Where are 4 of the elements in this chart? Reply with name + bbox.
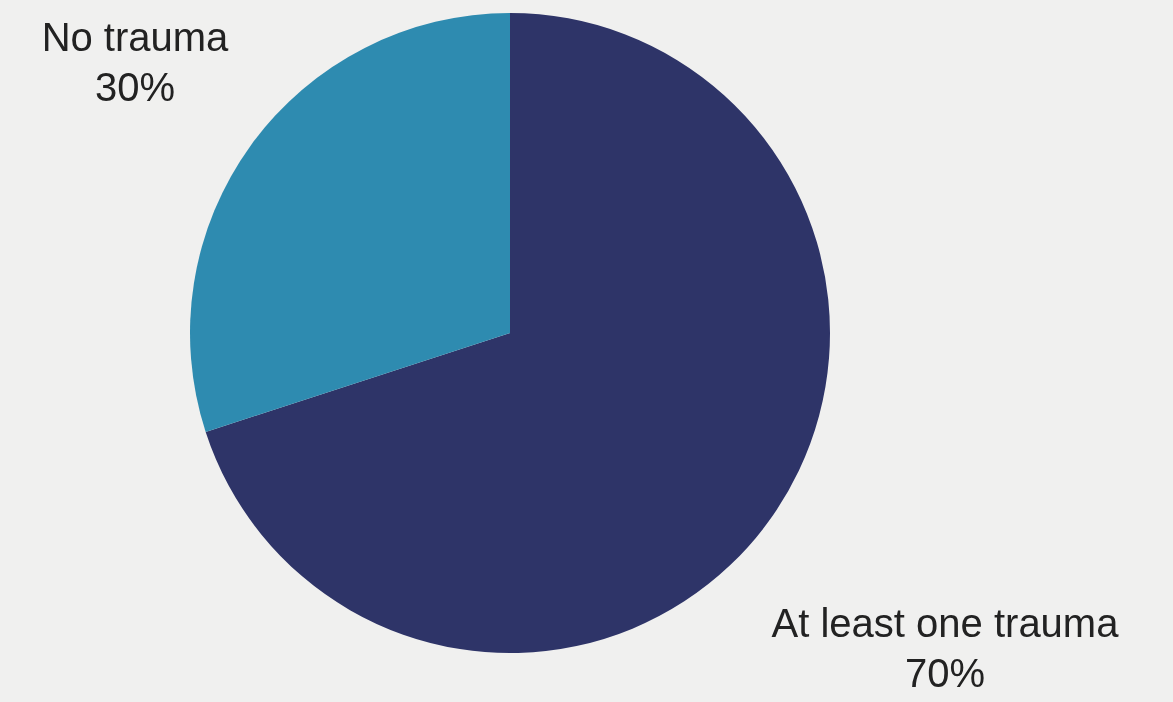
data-label: 70% (904, 651, 986, 695)
data-label: 30% (94, 65, 176, 109)
slice-label: No trauma (41, 15, 230, 59)
slice-label: At least one trauma (771, 601, 1120, 645)
